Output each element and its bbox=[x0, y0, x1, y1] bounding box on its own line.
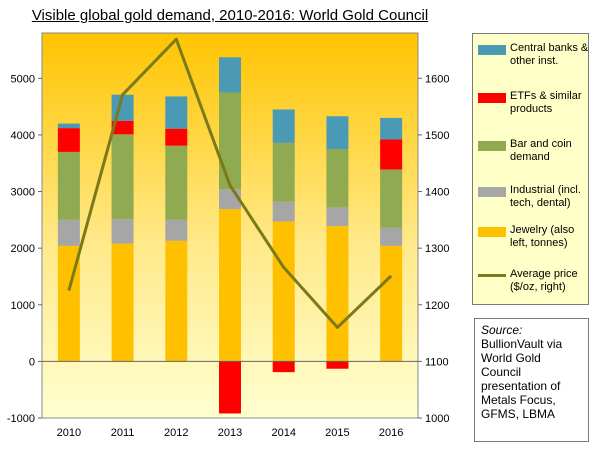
bar-segment bbox=[326, 226, 349, 362]
bar-segment bbox=[272, 201, 295, 222]
bar-segment bbox=[326, 361, 349, 369]
x-tick-label: 2010 bbox=[57, 427, 81, 439]
bar-segment bbox=[165, 240, 188, 362]
bar-segment bbox=[380, 139, 403, 170]
bar-segment bbox=[272, 361, 295, 373]
x-tick-label: 2011 bbox=[111, 427, 135, 439]
bar-segment bbox=[326, 149, 349, 208]
y-left-tick-label: 2000 bbox=[11, 243, 35, 255]
x-tick-label: 2012 bbox=[164, 427, 188, 439]
bar-segment bbox=[111, 134, 134, 220]
legend-label: Average price ($/oz, right) bbox=[510, 268, 578, 293]
bar-segment bbox=[111, 120, 134, 135]
x-tick-label: 2013 bbox=[218, 427, 242, 439]
source-note: Source: BullionVault via World Gold Coun… bbox=[474, 318, 589, 442]
source-head: Source: bbox=[481, 323, 523, 337]
bar-segment bbox=[57, 219, 80, 246]
bar-segment bbox=[165, 128, 188, 146]
legend-swatch bbox=[478, 141, 506, 151]
y-right-tick-label: 1300 bbox=[425, 243, 449, 255]
legend-swatch bbox=[478, 93, 506, 103]
y-left-tick-label: 0 bbox=[29, 356, 35, 368]
y-right-tick-label: 1200 bbox=[425, 300, 449, 312]
bar-segment bbox=[326, 207, 349, 227]
x-tick-label: 2014 bbox=[271, 427, 295, 439]
x-tick-label: 2016 bbox=[379, 427, 403, 439]
bar-segment bbox=[165, 96, 188, 129]
y-left-tick-label: -1000 bbox=[7, 413, 35, 425]
source-line: Metals Focus, bbox=[481, 393, 556, 407]
bar-segment bbox=[219, 361, 241, 414]
bar-segment bbox=[219, 57, 241, 93]
source-line: GFMS, LBMA bbox=[481, 407, 556, 421]
bar-segment bbox=[380, 245, 403, 362]
legend: Central banks & other inst. ETFs & simila… bbox=[472, 33, 589, 305]
source-line: Council bbox=[481, 365, 522, 379]
legend-swatch bbox=[478, 187, 506, 197]
legend-swatch bbox=[478, 274, 506, 277]
y-left-tick-label: 1000 bbox=[11, 300, 35, 312]
y-right-tick-label: 1100 bbox=[425, 356, 449, 368]
bar-segment bbox=[272, 109, 295, 143]
price-line bbox=[67, 37, 393, 329]
y-right-tick-label: 1400 bbox=[425, 187, 449, 199]
bar-segment bbox=[272, 221, 295, 362]
x-tick-label: 2015 bbox=[325, 427, 349, 439]
chart-title: Visible global gold demand, 2010-2016: W… bbox=[31, 7, 429, 24]
y-right-tick-label: 1000 bbox=[425, 413, 449, 425]
legend-label: Bar and coin demand bbox=[510, 138, 572, 163]
y-right-tick-label: 1500 bbox=[425, 130, 449, 142]
y-left-tick-label: 4000 bbox=[11, 130, 35, 142]
y-left-tick-label: 5000 bbox=[11, 73, 35, 85]
bar-segment bbox=[219, 209, 241, 362]
y-left-tick-label: 3000 bbox=[11, 187, 35, 199]
bar-segment bbox=[272, 142, 295, 202]
bar-segment bbox=[57, 128, 80, 152]
bar-segment bbox=[380, 169, 403, 228]
bar-segment bbox=[326, 116, 349, 150]
bar-segment bbox=[57, 123, 80, 129]
legend-label: ETFs & similar products bbox=[510, 90, 582, 115]
bar-segment bbox=[219, 92, 241, 190]
y-right-tick-label: 1600 bbox=[425, 73, 449, 85]
source-line: World Gold bbox=[481, 351, 541, 365]
bar-segment bbox=[380, 117, 403, 140]
legend-label: Central banks & other inst. bbox=[510, 42, 589, 67]
legend-label: Industrial (incl. tech, dental) bbox=[510, 184, 581, 209]
legend-label: Jewelry (also left, tonnes) bbox=[510, 224, 575, 249]
bar-segment bbox=[111, 243, 134, 362]
bar-segment bbox=[165, 219, 188, 241]
legend-swatch bbox=[478, 45, 506, 55]
source-line: presentation of bbox=[481, 379, 561, 393]
legend-swatch bbox=[478, 227, 506, 237]
bar-segment bbox=[57, 151, 80, 220]
bar-segment bbox=[165, 145, 188, 220]
bar-segment bbox=[380, 227, 403, 246]
source-line: BullionVault via bbox=[481, 337, 563, 351]
bar-segment bbox=[111, 219, 134, 244]
